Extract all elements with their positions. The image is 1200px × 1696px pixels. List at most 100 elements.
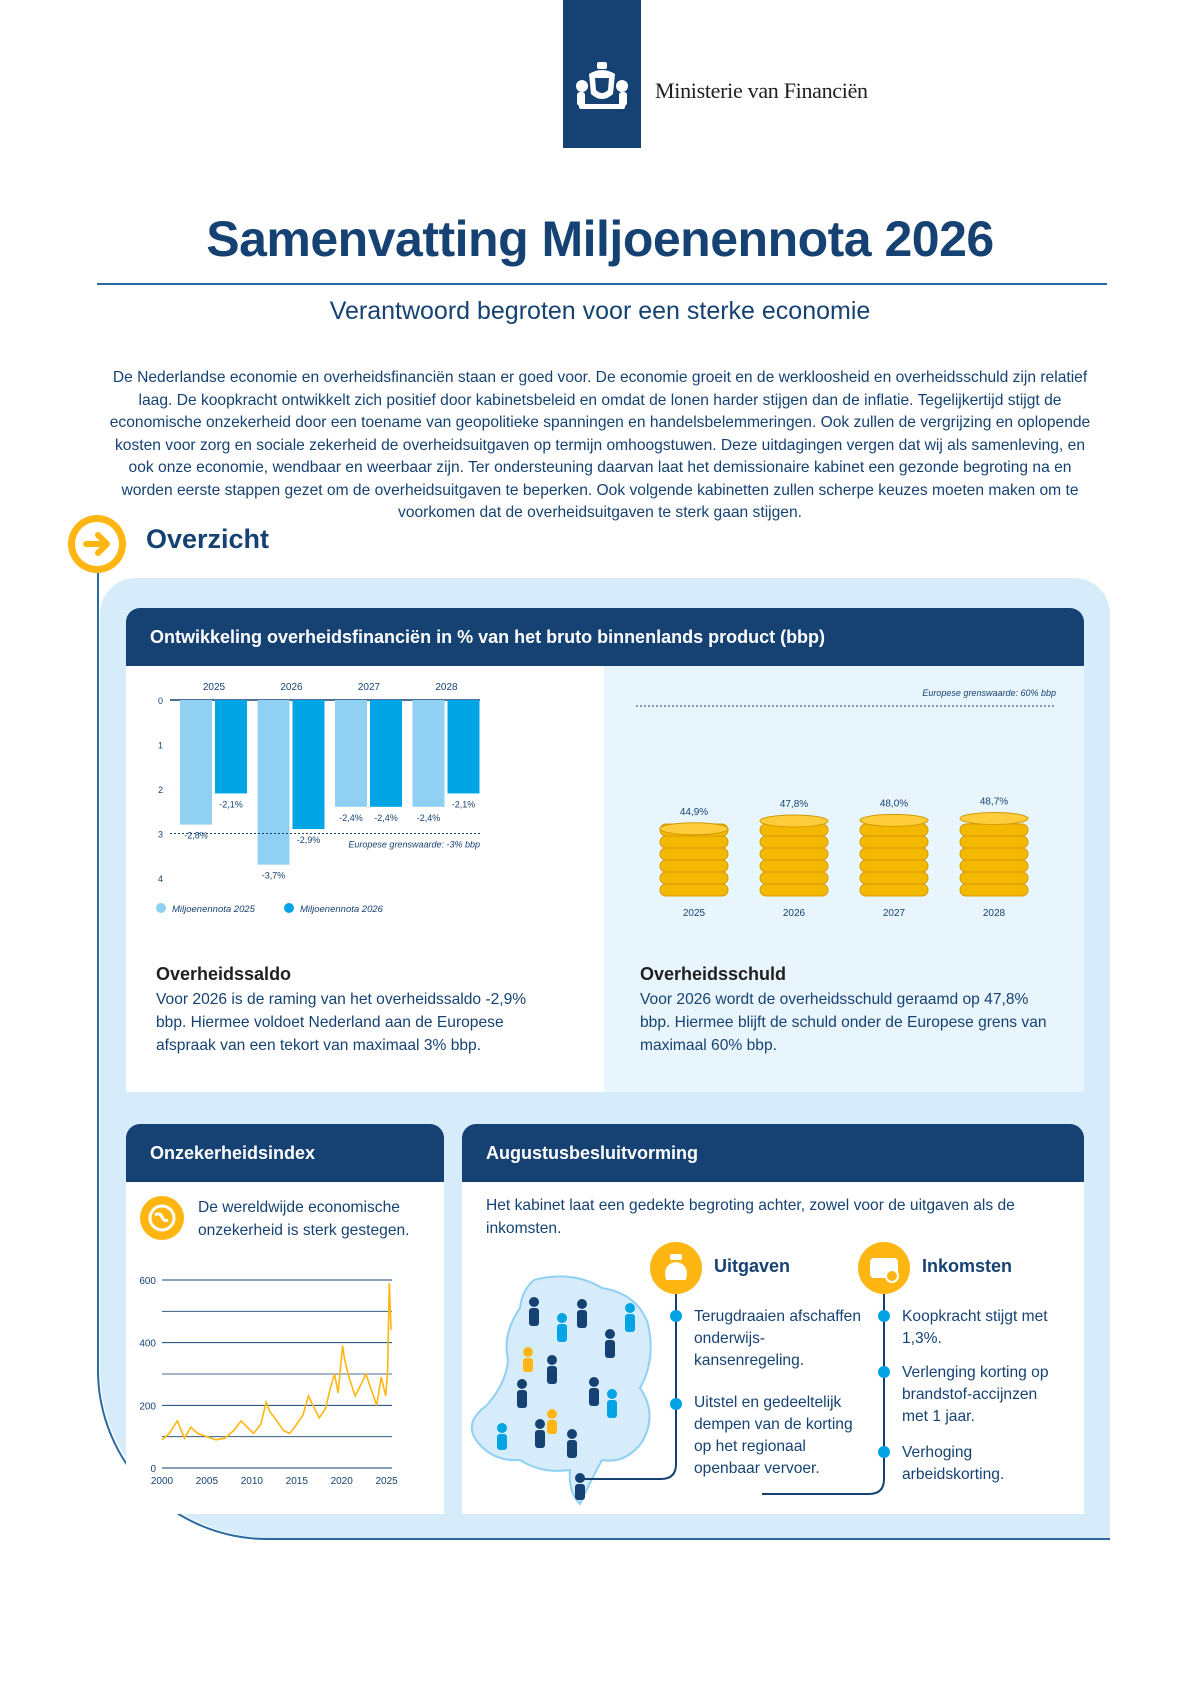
inkomsten-item-1: Koopkracht stijgt met 1,3%. xyxy=(902,1308,1048,1347)
index-y-tick: 600 xyxy=(139,1276,156,1287)
deficit-bar xyxy=(215,700,247,794)
debt-data-label: 48,0% xyxy=(880,798,908,809)
overview-timeline-line xyxy=(97,573,99,1313)
crest-logo-icon xyxy=(576,62,628,109)
saldo-text: Voor 2026 is de raming van het overheids… xyxy=(156,991,527,1054)
debt-coin xyxy=(959,823,1029,837)
august-card: Augustusbesluitvorming Het kabinet laat … xyxy=(462,1124,1084,1514)
index-y-tick: 0 xyxy=(150,1464,156,1475)
uncertainty-text: De wereldwijde economische onzekerheid i… xyxy=(198,1199,410,1239)
overview-title: Overzicht xyxy=(146,524,270,554)
deficit-bar-chart: 0 1 2 3 4 2025 -2,8% -2,1% 2026 -3,7% -2,9% 2027 -2,… xyxy=(156,682,480,915)
deficit-data-label: -2,8% xyxy=(184,831,208,841)
deficit-bar xyxy=(370,700,402,807)
logo-band xyxy=(563,0,641,148)
debt-category-label: 2025 xyxy=(683,908,706,919)
debt-coin xyxy=(959,859,1029,873)
debt-coin xyxy=(759,847,829,861)
globe-badge xyxy=(140,1196,184,1240)
debt-coin-top xyxy=(759,814,829,828)
debt-reference-label: Europese grenswaarde: 60% bbp xyxy=(922,688,1056,698)
deficit-legend-label: Miljoenennota 2026 xyxy=(300,904,384,915)
debt-data-label: 47,8% xyxy=(780,799,808,810)
index-x-tick: 2010 xyxy=(241,1476,264,1487)
deficit-bar xyxy=(335,700,367,807)
debt-coin xyxy=(959,835,1029,849)
deficit-data-label: -2,4% xyxy=(339,813,363,823)
debt-category-label: 2027 xyxy=(883,908,906,919)
debt-category-label: 2026 xyxy=(783,908,806,919)
debt-coin xyxy=(659,835,729,849)
inkomsten-item-3: Verhoging arbeidskorting. xyxy=(902,1444,1005,1483)
debt-coin-top xyxy=(959,812,1029,826)
deficit-data-label: -2,9% xyxy=(297,835,321,845)
deficit-y-tick: 0 xyxy=(158,696,163,706)
arrow-right-icon xyxy=(83,532,110,556)
inkomsten-heading: Inkomsten xyxy=(922,1256,1013,1276)
finance-card: Ontwikkeling overheidsfinanciën in % van… xyxy=(126,608,1084,1092)
debt-coin xyxy=(759,871,829,885)
deficit-data-label: -2,1% xyxy=(452,799,476,809)
money-bag-icon xyxy=(665,1254,687,1280)
schuld-text: Voor 2026 wordt de overheidsschuld geraa… xyxy=(640,991,1047,1054)
debt-coin xyxy=(659,883,729,897)
deficit-data-label: -2,1% xyxy=(219,799,243,809)
deficit-data-label: -2,4% xyxy=(417,813,441,823)
deficit-legend-swatch xyxy=(156,903,166,913)
index-x-tick: 2020 xyxy=(331,1476,354,1487)
debt-coin xyxy=(859,871,929,885)
debt-coin xyxy=(959,847,1029,861)
uncertainty-card: Onzekerheidsindex De wereldwijde economi… xyxy=(126,1124,444,1514)
debt-coin xyxy=(859,835,929,849)
index-x-tick: 2000 xyxy=(151,1476,174,1487)
page-subtitle: Verantwoord begroten voor een sterke eco… xyxy=(329,297,871,325)
august-text: Het kabinet laat een gedekte begroting a… xyxy=(486,1197,1015,1237)
deficit-bar xyxy=(412,700,445,807)
uitgaven-item-1: Terugdraaien afschaffen onderwijs-kansen… xyxy=(694,1308,862,1369)
debt-data-label: 44,9% xyxy=(680,807,708,818)
deficit-y-tick: 1 xyxy=(158,741,163,751)
deficit-data-label: -2,4% xyxy=(374,813,398,823)
overview-badge xyxy=(68,515,126,573)
debt-coin xyxy=(759,835,829,849)
debt-coin xyxy=(759,883,829,897)
deficit-category-label: 2025 xyxy=(203,682,226,693)
august-card-title: Augustusbesluitvorming xyxy=(462,1124,1084,1182)
deficit-legend-swatch xyxy=(284,903,294,913)
ministry-name: Ministerie van Financiën xyxy=(655,78,868,103)
uitgaven-connector xyxy=(582,1294,682,1480)
index-y-tick: 400 xyxy=(139,1339,156,1350)
deficit-category-label: 2028 xyxy=(435,682,458,693)
saldo-heading: Overheidssaldo xyxy=(156,964,292,984)
overview-bottom-line xyxy=(290,1538,1110,1540)
debt-coin xyxy=(859,883,929,897)
netherlands-map-illustration xyxy=(470,1275,652,1506)
uitgaven-item-2: Uitstel en gedeeltelijk dempen van de ko… xyxy=(694,1394,853,1477)
inkomsten-badge xyxy=(858,1242,910,1294)
index-line-series xyxy=(161,1283,392,1441)
debt-data-label: 48,7% xyxy=(980,797,1008,808)
debt-coin xyxy=(859,859,929,873)
deficit-category-label: 2027 xyxy=(358,682,381,693)
debt-coin xyxy=(859,847,929,861)
deficit-bar xyxy=(292,700,325,830)
index-x-tick: 2015 xyxy=(286,1476,309,1487)
deficit-category-label: 2026 xyxy=(280,682,303,693)
debt-category-label: 2028 xyxy=(983,908,1006,919)
title-divider xyxy=(97,283,1107,285)
deficit-reference-label: Europese grenswaarde: -3% bbp xyxy=(348,840,480,850)
wallet-icon xyxy=(870,1258,899,1283)
debt-coin xyxy=(659,847,729,861)
inkomsten-connector xyxy=(762,1294,890,1495)
index-y-tick: 200 xyxy=(139,1401,156,1412)
uitgaven-badge xyxy=(650,1242,702,1294)
index-x-tick: 2005 xyxy=(196,1476,219,1487)
deficit-bar xyxy=(257,700,290,865)
deficit-bar xyxy=(180,700,212,825)
debt-coin-top xyxy=(859,813,929,827)
debt-coin xyxy=(659,859,729,873)
debt-coin xyxy=(659,871,729,885)
page-title: Samenvatting Miljoenennota 2026 xyxy=(206,211,994,267)
deficit-legend-label: Miljoenennota 2025 xyxy=(172,904,256,915)
deficit-bar xyxy=(447,700,480,794)
